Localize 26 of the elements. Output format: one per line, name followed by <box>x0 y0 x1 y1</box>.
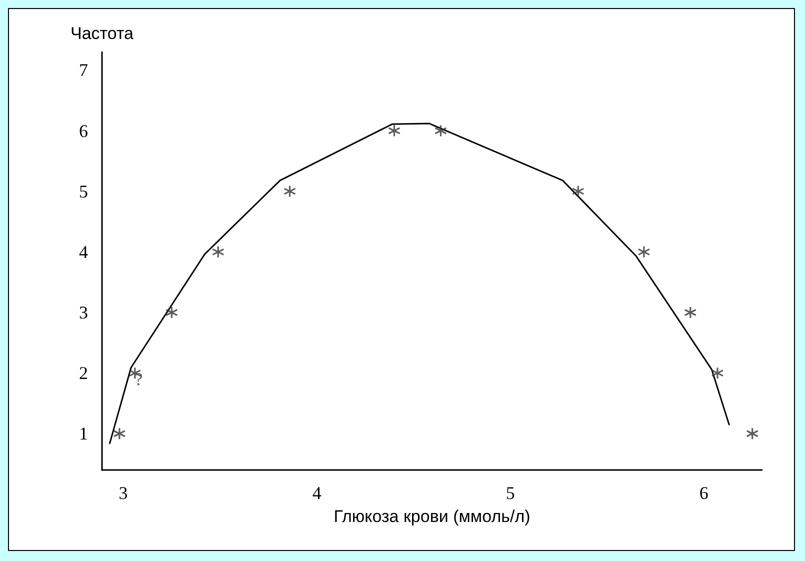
point <box>711 366 724 380</box>
x-tick-label: 6 <box>699 483 708 503</box>
x-tick-label: 5 <box>506 483 515 503</box>
y-axis-title: Частота <box>70 24 134 43</box>
y-tick-label: 5 <box>79 181 88 202</box>
point <box>113 427 126 440</box>
x-tick-label: 3 <box>118 483 128 503</box>
point <box>572 185 584 198</box>
point <box>212 246 224 258</box>
point <box>684 306 697 319</box>
y-tick-label: 3 <box>79 302 88 322</box>
point <box>283 185 296 198</box>
line-series <box>108 122 730 444</box>
y-tick-label: 1 <box>79 424 88 444</box>
x-tick-label: 4 <box>312 483 322 503</box>
y-tick-label: 2 <box>79 363 88 384</box>
point <box>434 124 448 138</box>
annotation: ? <box>134 369 143 390</box>
point <box>388 124 401 138</box>
x-axis-title: Глюкоза крови (ммоль/л) <box>334 507 530 526</box>
y-tick-label: 4 <box>79 242 88 262</box>
point <box>746 427 759 440</box>
y-tick-label: 6 <box>79 120 88 141</box>
y-tick-label: 7 <box>79 60 88 80</box>
point <box>165 306 178 319</box>
point <box>638 246 650 258</box>
